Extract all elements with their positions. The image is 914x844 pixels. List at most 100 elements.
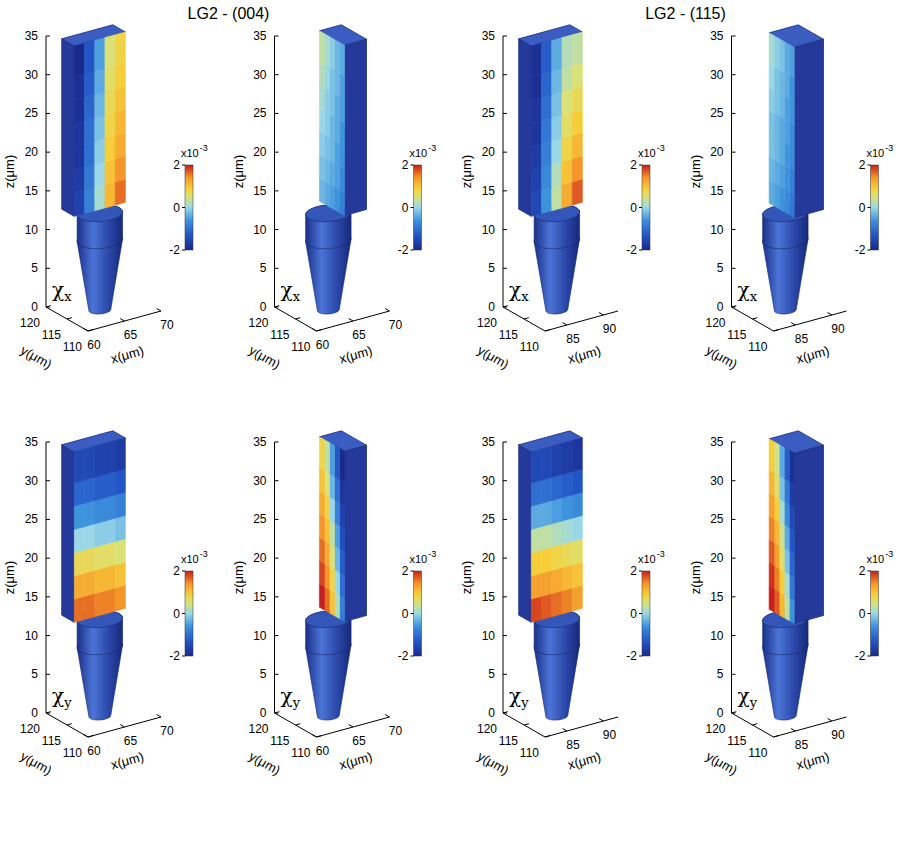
- marks: [763, 431, 824, 720]
- y-tick-label: 120: [705, 722, 725, 736]
- x-tick: [385, 309, 389, 311]
- colorbar-multiplier: x10: [638, 147, 656, 159]
- panel-label: χy: [52, 684, 72, 710]
- x-tick: [599, 719, 603, 721]
- cell: [784, 525, 789, 551]
- x-tick: [599, 313, 603, 315]
- x-tick: [120, 725, 124, 727]
- marks: [519, 25, 583, 314]
- z-tick-label: 15: [482, 590, 496, 604]
- cell: [531, 190, 541, 216]
- panel: 05101520253035z(μm)606570x(μm)110115120y…: [231, 431, 437, 778]
- z-tick-label: 35: [253, 435, 267, 449]
- y-tick-label: 115: [499, 328, 518, 342]
- cell: [789, 528, 794, 554]
- z-tick: [275, 519, 279, 520]
- panel-label-symbol: χ: [281, 278, 293, 302]
- cell: [319, 561, 324, 587]
- y-tick-label: 110: [291, 340, 310, 354]
- cell: [74, 74, 84, 100]
- colorbar: [642, 165, 650, 250]
- colorbar-tick: [639, 613, 642, 614]
- cell: [105, 541, 115, 567]
- cell: [552, 475, 562, 501]
- z-tick: [275, 674, 279, 675]
- z-tick-label: 15: [710, 590, 724, 604]
- cell: [324, 517, 329, 543]
- z-axis-line: [503, 36, 504, 307]
- z-axis-title: z(μm): [688, 155, 703, 188]
- colorbar-tick: [411, 571, 414, 572]
- panel-label-symbol: χ: [52, 684, 64, 708]
- x-tick-label: 65: [352, 328, 366, 342]
- cell: [542, 141, 552, 167]
- panel-label-subscript: y: [292, 695, 301, 710]
- y-tick: [67, 724, 72, 725]
- cell: [324, 34, 329, 68]
- cell: [95, 92, 105, 118]
- panel-label-symbol: χ: [738, 684, 750, 708]
- cell: [324, 158, 329, 184]
- cell: [789, 44, 794, 78]
- z-tick: [503, 596, 507, 597]
- z-tick: [46, 674, 50, 675]
- cell: [105, 159, 115, 185]
- cell: [531, 596, 541, 622]
- z-tick-label: 20: [253, 551, 267, 565]
- cell: [340, 526, 345, 552]
- colorbar-tick: [868, 613, 871, 614]
- z-tick: [503, 190, 507, 191]
- cell: [340, 97, 345, 123]
- z-tick-label: 0: [31, 706, 38, 720]
- z-tick-label: 25: [253, 106, 267, 120]
- cell: [319, 514, 324, 540]
- cell: [340, 549, 345, 575]
- cell: [74, 43, 84, 77]
- x-tick: [791, 323, 795, 325]
- colorbar-tick: [411, 207, 414, 208]
- z-tick-label: 30: [710, 474, 724, 488]
- z-tick-label: 10: [253, 223, 267, 237]
- x-tick-label: 70: [160, 318, 174, 332]
- cell: [542, 164, 552, 190]
- colorbar-tick: [868, 656, 871, 657]
- cell: [115, 438, 125, 472]
- cell: [562, 35, 572, 69]
- cell: [319, 62, 324, 88]
- wire-face: [345, 39, 367, 215]
- colorbar: [185, 165, 193, 250]
- cell: [789, 505, 794, 531]
- z-tick-label: 20: [25, 551, 39, 565]
- z-tick: [275, 152, 279, 153]
- z-tick-label: 15: [25, 590, 39, 604]
- cell: [105, 518, 115, 544]
- cell: [115, 539, 125, 565]
- y-tick-label: 120: [477, 722, 497, 736]
- cell: [774, 473, 779, 499]
- cell: [542, 446, 552, 480]
- panel-label: χx: [509, 278, 529, 304]
- z-tick-label: 25: [482, 106, 496, 120]
- cell: [774, 566, 779, 592]
- z-tick: [732, 307, 736, 308]
- y-tick-label: 115: [42, 734, 61, 748]
- x-tick: [349, 319, 353, 321]
- group-title: LG2 - (115): [645, 5, 726, 22]
- x-tick-label: 85: [566, 332, 580, 346]
- panel-label: χy: [509, 684, 529, 710]
- colorbar-tick: [868, 207, 871, 208]
- x-tick-label: 65: [352, 734, 366, 748]
- x-tick-label: 70: [160, 724, 174, 738]
- cell: [319, 468, 324, 494]
- cell: [85, 477, 95, 503]
- cell: [335, 70, 340, 96]
- cell: [769, 516, 774, 542]
- cell: [335, 163, 340, 189]
- z-tick-label: 10: [25, 223, 39, 237]
- colorbar-tick-label: 0: [859, 607, 866, 621]
- cell: [572, 86, 582, 112]
- cell: [542, 524, 552, 550]
- cell: [789, 145, 794, 171]
- cell: [340, 503, 345, 529]
- cell: [789, 574, 794, 600]
